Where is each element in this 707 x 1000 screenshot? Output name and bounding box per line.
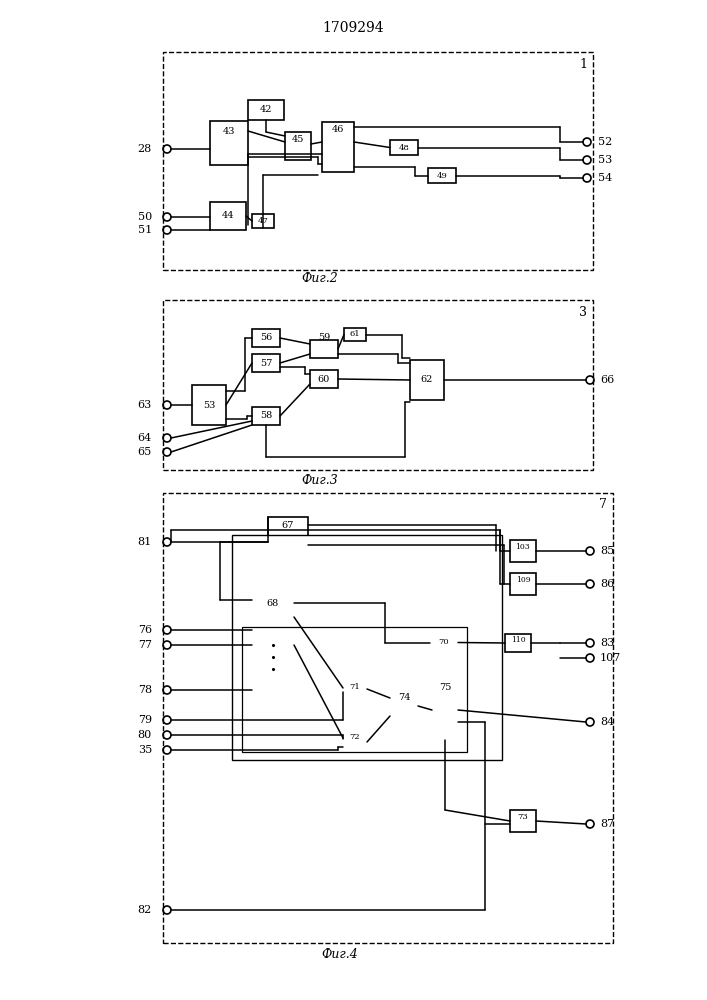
Text: 61: 61 [350,330,361,338]
Bar [252,214,274,228]
Text: 49: 49 [436,172,448,180]
Bar [344,328,366,341]
Text: 58: 58 [260,412,272,420]
Text: 51: 51 [138,225,152,235]
Bar [163,52,593,270]
Text: 50: 50 [138,212,152,222]
Text: 74: 74 [398,694,410,702]
Bar [252,407,280,425]
Bar [163,493,613,943]
Bar [510,540,536,562]
Text: 45: 45 [292,134,304,143]
Text: 87: 87 [600,819,614,829]
Text: 86: 86 [600,579,614,589]
Bar [163,300,593,470]
Bar [343,732,367,752]
Text: 65: 65 [138,447,152,457]
Text: 53: 53 [598,155,612,165]
Bar [242,627,467,752]
Text: 70: 70 [438,639,450,647]
Text: 79: 79 [138,715,152,725]
Text: 52: 52 [598,137,612,147]
Bar [248,100,284,120]
Bar [268,517,308,565]
Text: 82: 82 [138,905,152,915]
Text: 53: 53 [203,400,215,410]
Bar [252,329,280,347]
Text: 83: 83 [600,638,614,648]
Text: 81: 81 [138,537,152,547]
Text: 60: 60 [318,374,330,383]
Bar [252,595,294,700]
Text: 75: 75 [439,684,451,692]
Text: Фиг.4: Фиг.4 [322,948,358,962]
Text: 28: 28 [138,144,152,154]
Text: 54: 54 [598,173,612,183]
Text: 43: 43 [223,126,235,135]
Text: 80: 80 [138,730,152,740]
Text: 67: 67 [282,522,294,530]
Bar [410,360,444,400]
Text: 68: 68 [267,599,279,608]
Text: 42: 42 [259,105,272,114]
Text: 77: 77 [138,640,152,650]
Text: 71: 71 [350,683,361,691]
Bar [390,690,418,722]
Text: 78: 78 [138,685,152,695]
Bar [390,140,418,155]
Text: Фиг.3: Фиг.3 [302,474,339,487]
Text: 1: 1 [579,57,587,70]
Bar [210,121,248,165]
Text: 7: 7 [599,498,607,512]
Text: 107: 107 [600,653,621,663]
Text: 110: 110 [510,636,525,644]
Bar [510,810,536,832]
Text: 63: 63 [138,400,152,410]
Bar [510,573,536,595]
Bar [505,634,531,652]
Bar [432,680,458,740]
Text: 47: 47 [257,217,269,225]
Bar [430,635,458,650]
Text: 85: 85 [600,546,614,556]
Bar [428,168,456,183]
Bar [252,354,280,372]
Bar [232,535,502,760]
Text: 48: 48 [399,143,409,151]
Text: 56: 56 [260,334,272,342]
Bar [322,122,354,172]
Text: 73: 73 [518,813,528,821]
Bar [273,547,293,559]
Text: 59: 59 [318,332,330,342]
Bar [210,202,246,230]
Text: 84: 84 [600,717,614,727]
Bar [285,132,311,160]
Text: 62: 62 [421,375,433,384]
Bar [343,682,367,702]
Text: 64: 64 [138,433,152,443]
Text: 46: 46 [332,125,344,134]
Bar [310,340,338,358]
Text: 35: 35 [138,745,152,755]
Text: 1709294: 1709294 [322,21,384,35]
Text: 66: 66 [600,375,614,385]
Text: 3: 3 [579,306,587,318]
Bar [310,370,338,388]
Text: 103: 103 [515,543,530,551]
Text: 76: 76 [138,625,152,635]
Text: 109: 109 [515,576,530,584]
Text: Фиг.2: Фиг.2 [302,271,339,284]
Text: 57: 57 [259,359,272,367]
Bar [192,385,226,425]
Text: 72: 72 [350,733,361,741]
Text: 44: 44 [222,212,234,221]
